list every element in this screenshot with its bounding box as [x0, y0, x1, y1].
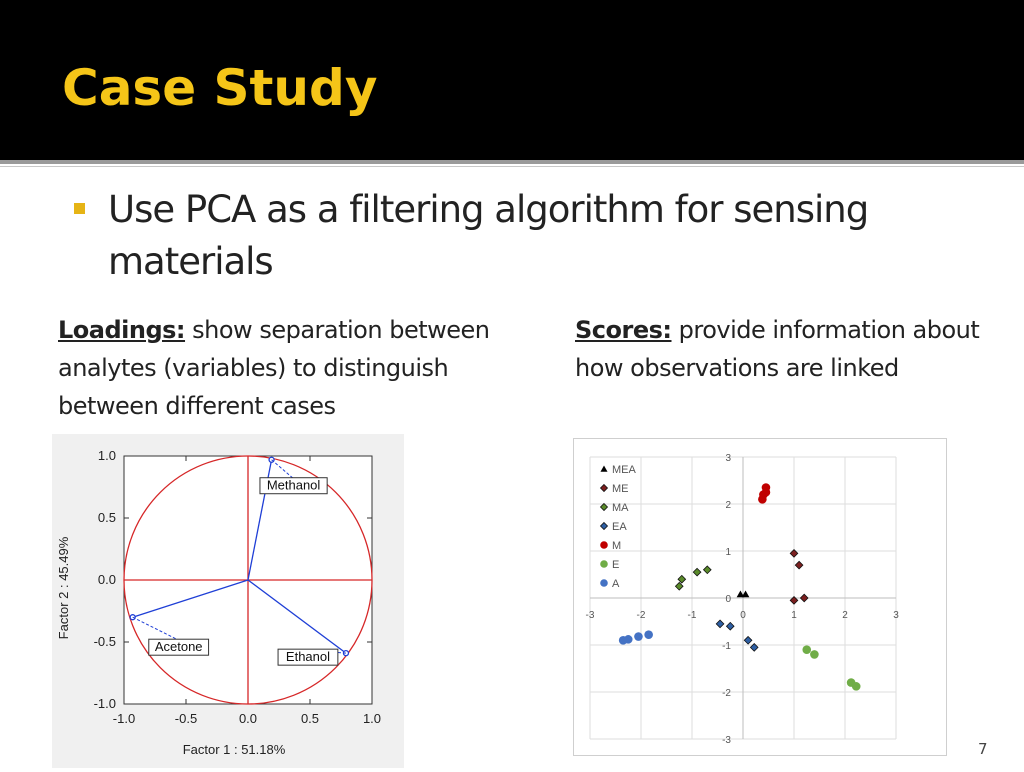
x-tick-label: -2: [637, 610, 646, 621]
y-tick-label: 1.0: [98, 448, 116, 463]
legend-marker-ea: [599, 521, 609, 531]
point-label: Ethanol: [286, 649, 330, 664]
scores-text: provide information about how observatio…: [575, 316, 980, 382]
legend-marker-mea: [600, 465, 608, 472]
y-tick-label: 2: [725, 500, 731, 511]
x-tick-label: -3: [586, 610, 595, 621]
x-tick-label: -1.0: [113, 711, 135, 726]
legend-marker-a: [600, 579, 608, 587]
data-point-mea: [736, 590, 745, 598]
page-number: 7: [978, 740, 988, 758]
data-point-ea: [715, 619, 725, 629]
y-tick-label: -2: [722, 688, 731, 699]
data-point-e: [802, 645, 812, 654]
x-tick-label: -0.5: [175, 711, 197, 726]
slide-title: Case Study: [62, 59, 378, 117]
y-tick-label: -0.5: [94, 634, 116, 649]
data-point-e: [851, 682, 861, 691]
data-point-e: [810, 650, 819, 659]
data-point-a: [644, 630, 653, 639]
x-tick-label: -1: [688, 610, 697, 621]
label-box: [277, 648, 339, 666]
loadings-plot: -1.0 -0.5 0.0 0.5 1.0 1.0 0.5 0.0 -0.5 -1.0 Factor…: [56, 448, 381, 757]
x-tick-label: 0: [740, 610, 746, 621]
y-tick-label: 3: [725, 453, 731, 464]
data-point-ma: [677, 574, 687, 584]
y-tick-label: 0.5: [98, 510, 116, 525]
y-tick-label: 1: [725, 547, 731, 558]
bullet-square-icon: [74, 203, 85, 214]
legend-label: MEA: [612, 464, 637, 476]
legend-label: M: [612, 540, 621, 552]
data-point-me: [789, 595, 799, 605]
header-divider: [0, 160, 1024, 164]
loading-vector: [132, 579, 249, 618]
bullet-text: Use PCA as a filtering algorithm for sen…: [108, 188, 869, 283]
data-point-ma: [692, 567, 702, 577]
legend-label: EA: [612, 521, 627, 533]
legend-label: E: [612, 559, 619, 571]
x-tick-label: 3: [893, 610, 899, 621]
x-tick-label: 2: [842, 610, 848, 621]
loading-vector: [247, 579, 347, 654]
x-tick-label: 1.0: [363, 711, 381, 726]
data-point-ma: [674, 581, 684, 591]
data-point-mea: [741, 590, 750, 598]
y-tick-label: -1.0: [94, 696, 116, 711]
x-axis-label: Factor 1 : 51.18%: [183, 742, 286, 757]
data-point-m: [758, 495, 767, 504]
legend-marker-ma: [599, 502, 609, 512]
loadings-text: show separation between analytes (variab…: [58, 316, 490, 420]
data-point-ea: [743, 635, 753, 645]
scores-description: Scores: provide information about how ob…: [575, 311, 995, 387]
point-label: Methanol: [267, 478, 321, 493]
data-point-a: [623, 635, 633, 644]
x-tick-label: 0.0: [239, 711, 257, 726]
data-point-ea: [749, 642, 759, 652]
legend-label: MA: [612, 502, 629, 514]
scores-term: Scores:: [575, 316, 672, 344]
legend-marker-m: [600, 541, 608, 549]
y-tick-label: -1: [722, 641, 731, 652]
data-point-ea: [725, 621, 735, 631]
point-label: Acetone: [155, 639, 203, 654]
y-tick-label: 0.0: [98, 572, 116, 587]
x-tick-label: 1: [791, 610, 797, 621]
loadings-description: Loadings: show separation between analyt…: [58, 311, 538, 425]
loadings-chart: -1.0 -0.5 0.0 0.5 1.0 1.0 0.5 0.0 -0.5 -1.0 Factor…: [52, 434, 404, 768]
legend-label: ME: [612, 483, 629, 495]
label-box: [259, 477, 328, 495]
label-box: [148, 638, 210, 656]
loadings-term: Loadings:: [58, 316, 186, 344]
y-tick-label: 0: [725, 594, 731, 605]
data-point-me: [789, 548, 799, 558]
legend-marker-me: [599, 483, 609, 493]
unit-circle: [123, 455, 373, 705]
legend-marker-e: [600, 560, 608, 568]
y-axis-label: Factor 2 : 45.49%: [56, 536, 71, 639]
x-tick-label: 0.5: [301, 711, 319, 726]
data-point-me: [794, 560, 804, 570]
data-point-me: [799, 593, 809, 603]
scores-chart: -3 -2 -1 0 1 2 3 3 2 1 0 -1 -2 -3 MEA ME MA EA M E A: [573, 438, 947, 756]
header-divider-thin: [0, 166, 1024, 167]
slide-header: Case Study: [0, 0, 1024, 160]
legend-label: A: [612, 578, 620, 590]
data-point-a: [634, 632, 643, 641]
y-tick-label: -3: [722, 735, 731, 746]
data-point-ma: [702, 565, 712, 575]
label-leader: [132, 616, 179, 641]
